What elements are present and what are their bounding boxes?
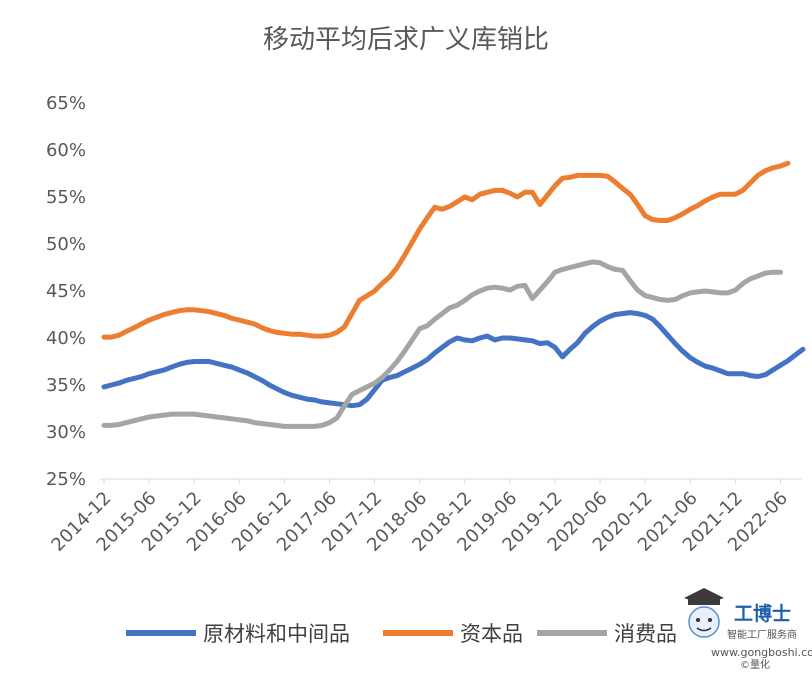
watermark-badge: ©量化 <box>740 658 770 670</box>
y-tick-label: 40% <box>46 328 86 349</box>
y-tick-label: 45% <box>46 281 86 302</box>
legend-item-capital-goods[interactable]: 资本品 <box>383 622 523 646</box>
series-line-raw-materials <box>101 310 806 409</box>
legend-label-consumer-goods: 消费品 <box>614 622 677 646</box>
legend-item-consumer-goods[interactable]: 消费品 <box>537 622 677 646</box>
series-line-capital-goods <box>101 160 791 340</box>
watermark-url: www.gongboshi.com <box>711 646 812 659</box>
watermark-brand: 工博士 <box>734 602 791 625</box>
y-tick-label: 30% <box>46 422 86 443</box>
legend-label-capital-goods: 资本品 <box>460 622 523 646</box>
y-tick-label: 60% <box>46 140 86 161</box>
y-tick-label: 25% <box>46 469 86 490</box>
legend-label-raw-materials: 原材料和中间品 <box>203 622 350 646</box>
y-tick-label: 50% <box>46 234 86 255</box>
y-axis: 25% 30% 35% 40% 45% 50% 55% 60% 65% <box>46 93 86 490</box>
watermark-tagline: 智能工厂服务商 <box>727 628 797 641</box>
chart-title: 移动平均后求广义库销比 <box>263 25 549 55</box>
mascot-icon <box>684 588 724 638</box>
legend: 原材料和中间品 资本品 消费品 <box>126 622 677 646</box>
legend-item-raw-materials[interactable]: 原材料和中间品 <box>126 622 350 646</box>
watermark: 工博士 智能工厂服务商 www.gongboshi.com ©量化 <box>684 588 812 671</box>
y-tick-label: 35% <box>46 375 86 396</box>
series-line-consumer-goods <box>101 259 783 429</box>
x-axis: 2014-122015-062015-122016-062016-122017-… <box>47 479 792 556</box>
series-layer <box>101 160 806 429</box>
y-tick-label: 55% <box>46 187 86 208</box>
y-tick-label: 65% <box>46 93 86 114</box>
